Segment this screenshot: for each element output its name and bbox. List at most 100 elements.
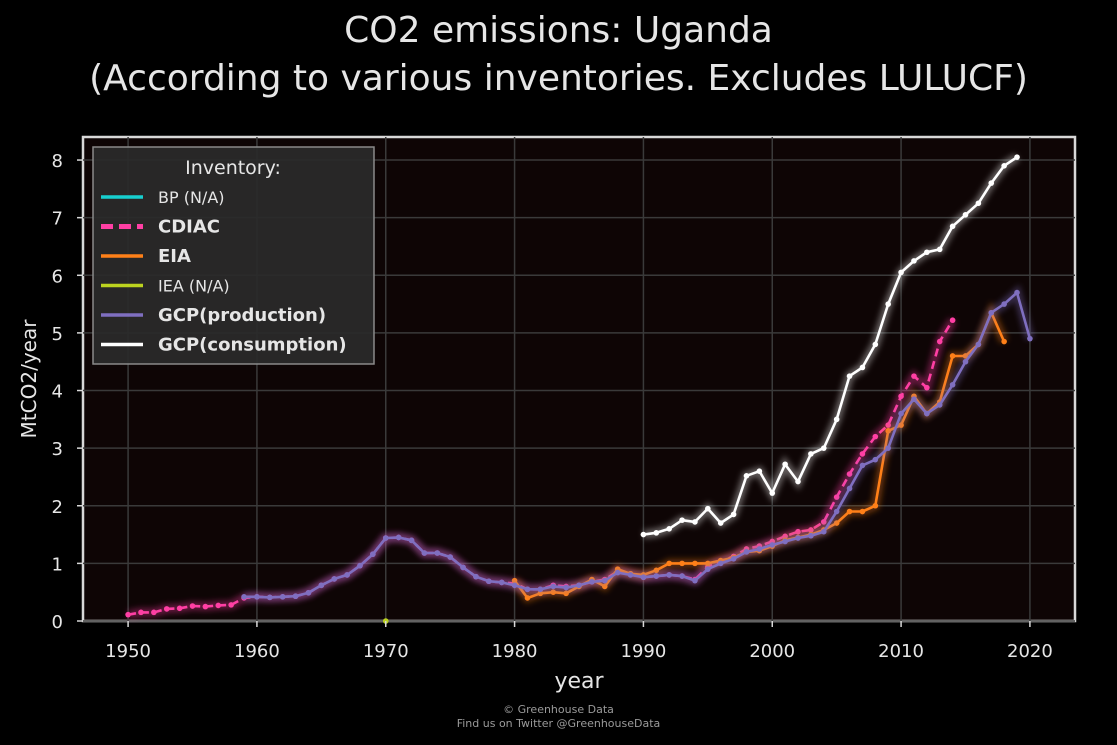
data-point: [885, 445, 891, 451]
data-point: [524, 586, 531, 593]
data-point: [576, 582, 582, 589]
x-tick-label: 1960: [234, 641, 280, 662]
legend-label: IEA (N/A): [158, 277, 230, 296]
data-point: [885, 301, 891, 307]
ticks-layer: 1950 1960 1970 1980 1990 2000 2010 2020 0 1 2 3 4 5 6 7…: [52, 151, 1053, 662]
data-point: [743, 549, 750, 555]
data-point: [717, 560, 724, 567]
data-point: [138, 609, 144, 616]
data-point: [421, 550, 428, 556]
legend-entry: GCP(consumption): [101, 335, 347, 356]
data-point: [357, 562, 363, 569]
data-point: [756, 546, 763, 552]
data-point: [949, 317, 956, 324]
data-point: [292, 593, 299, 600]
x-tick-label: 1970: [363, 641, 409, 662]
data-point: [833, 508, 840, 515]
chart: 1950 1960 1970 1980 1990 2000 2010 2020 0 1 2 3 4 5 6 7…: [17, 135, 1077, 694]
data-point: [176, 605, 183, 612]
data-point: [254, 594, 260, 600]
data-point: [395, 534, 402, 541]
data-point: [949, 353, 956, 359]
data-point: [640, 531, 647, 538]
data-point: [589, 579, 595, 585]
data-point: [382, 535, 389, 541]
data-point: [898, 269, 904, 276]
series-line: [244, 291, 1032, 599]
data-point: [730, 511, 737, 518]
data-point: [769, 490, 776, 496]
legend-label: CDIAC: [158, 217, 220, 238]
x-tick-label: 1950: [105, 641, 151, 662]
data-point: [692, 519, 698, 525]
legend-entry: BP (N/A): [101, 188, 225, 207]
data-point: [730, 555, 737, 562]
data-point: [666, 572, 672, 578]
data-point: [228, 602, 234, 608]
data-point: [679, 573, 685, 579]
chart-title-line-2: (According to various inventories. Exclu…: [89, 58, 1028, 99]
data-point: [215, 602, 222, 609]
data-point: [846, 508, 853, 515]
data-point: [911, 396, 917, 402]
data-point: [820, 528, 827, 535]
legend-entry: EIA: [101, 246, 191, 267]
y-tick-label: 7: [52, 209, 63, 230]
x-axis-label: year: [554, 669, 604, 694]
data-point: [666, 526, 672, 532]
y-tick-label: 6: [52, 266, 63, 287]
data-point: [705, 505, 711, 512]
data-point: [988, 180, 995, 186]
x-tick-label: 2010: [878, 641, 924, 662]
data-point: [949, 223, 956, 230]
data-point: [872, 341, 879, 348]
data-point: [936, 246, 943, 253]
data-point: [679, 517, 685, 523]
data-point: [601, 577, 608, 584]
y-tick-label: 1: [52, 554, 63, 575]
legend-label: BP (N/A): [158, 188, 225, 207]
y-tick-label: 2: [52, 497, 63, 518]
data-point: [975, 341, 982, 348]
data-point: [318, 582, 325, 589]
legend-box: [92, 146, 375, 365]
data-point: [859, 462, 866, 469]
data-point: [846, 471, 853, 477]
y-tick-label: 5: [52, 324, 63, 345]
data-point: [962, 211, 969, 218]
data-point: [756, 468, 763, 474]
data-point: [163, 606, 170, 612]
data-point: [511, 582, 518, 589]
y-tick-label: 0: [52, 612, 63, 633]
data-point: [782, 461, 788, 468]
data-point: [1001, 163, 1007, 169]
x-tick-label: 1980: [492, 641, 538, 662]
data-point: [460, 564, 466, 571]
data-point: [872, 502, 879, 509]
data-point: [563, 584, 569, 591]
series-layer: [125, 153, 1035, 624]
data-point: [898, 410, 904, 417]
data-point: [653, 573, 660, 579]
data-point: [808, 532, 814, 539]
legend-label: GCP(production): [158, 305, 326, 326]
x-tick-label: 1990: [621, 641, 667, 662]
footer-credit: © Greenhouse Data: [503, 703, 614, 716]
data-point: [627, 572, 634, 578]
x-tick-label: 2000: [749, 641, 795, 662]
data-point: [202, 603, 209, 610]
data-point: [344, 572, 350, 578]
legend-entry: CDIAC: [101, 217, 220, 238]
data-point: [370, 551, 376, 557]
data-point: [911, 373, 917, 379]
data-point: [782, 538, 788, 545]
legend: Inventory: BP (N/A) CDIAC EIA IEA (N/A) GCP(…: [92, 146, 375, 365]
chart-title-line-1: CO2 emissions: Uganda: [344, 10, 773, 51]
legend-title: Inventory:: [185, 157, 281, 179]
data-point: [550, 583, 557, 590]
data-point: [241, 594, 247, 600]
data-point: [833, 416, 840, 423]
data-point: [189, 603, 196, 609]
series-gcp-consumption: [640, 153, 1020, 540]
y-tick-label: 8: [52, 151, 63, 172]
